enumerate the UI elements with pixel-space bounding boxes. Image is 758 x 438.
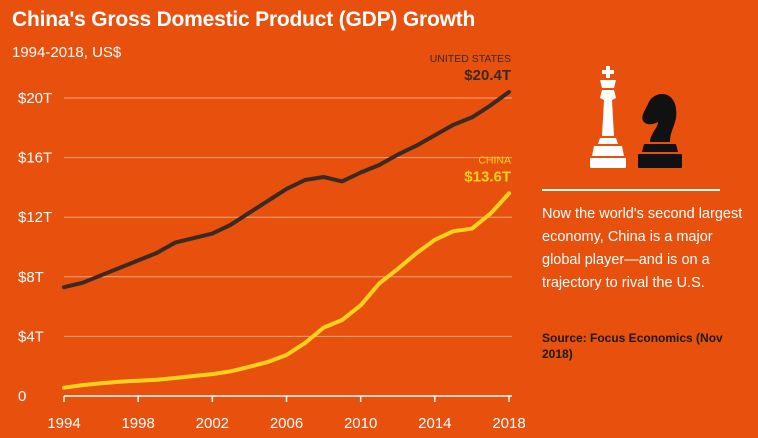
sidebar-blurb: Now the world's second largest economy, … [542,206,743,291]
china-series-name: CHINA [478,154,511,166]
china-series-line [62,191,511,390]
sidebar-divider [542,189,720,191]
x-tick-label: 1998 [121,415,154,432]
y-tick-label: 0 [18,388,26,405]
y-tick-label: $8T [18,269,44,286]
x-tick-label: 2006 [270,415,303,432]
y-tick-label: $12T [18,209,52,226]
y-tick-label: $16T [18,150,52,167]
x-tick-label: 2014 [418,415,451,432]
y-tick-label: $4T [18,328,44,345]
chess-pieces [590,66,682,168]
source-note: Source: Focus Economics (Nov 2018) [542,331,723,361]
chart-subtitle: 1994-2018, US$ [12,44,122,61]
chess-king-icon [590,66,626,168]
x-tick-label: 1994 [47,415,80,432]
x-tick-label: 2010 [344,415,377,432]
y-tick-label: $20T [18,90,52,107]
x-tick-label: 2018 [492,415,525,432]
united-states-series-value: $20.4T [464,67,511,84]
chart-title: China's Gross Domestic Product (GDP) Gro… [12,8,476,31]
chess-knight-icon [638,94,682,168]
united-states-series-name: UNITED STATES [430,53,511,65]
united-states-series-line [62,90,511,290]
x-tick-label: 2002 [196,415,229,432]
china-series-value: $13.6T [464,168,511,185]
